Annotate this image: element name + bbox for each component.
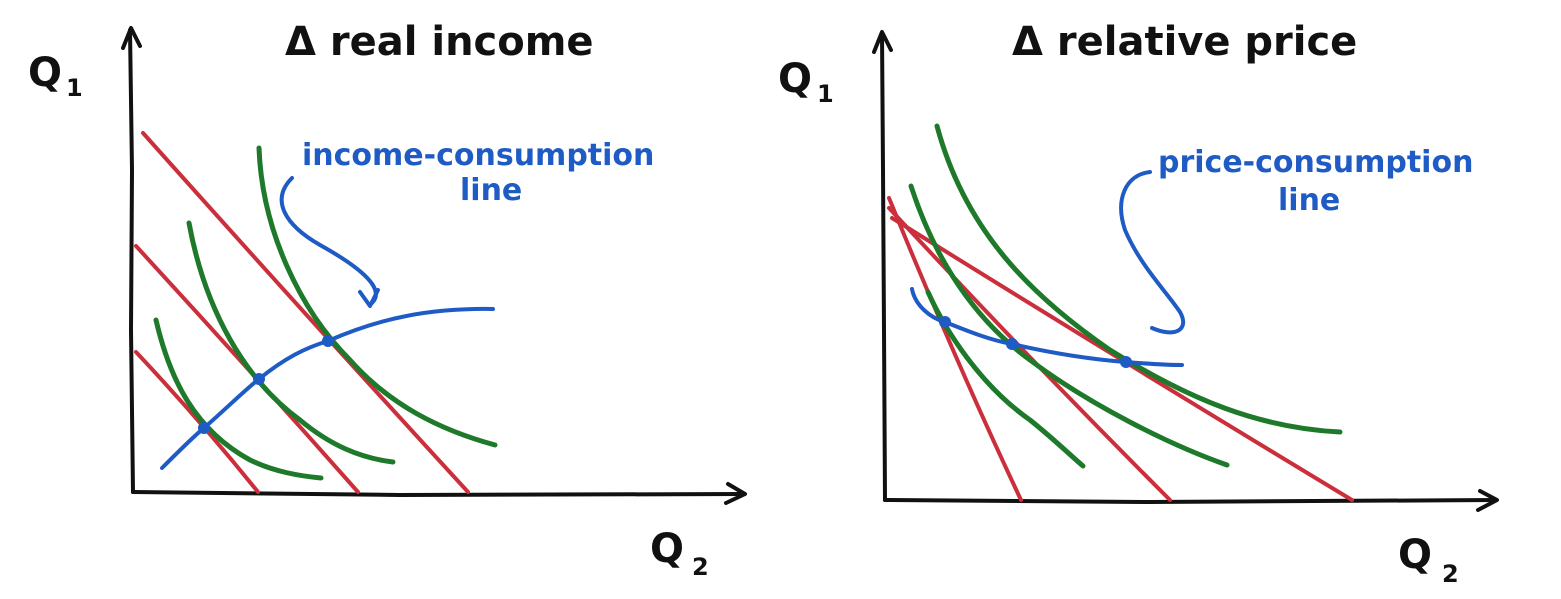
left-y-axis — [128, 28, 135, 494]
right-annotation-line2: line — [1278, 183, 1340, 218]
left-indifference-curve-1 — [153, 317, 324, 481]
left-panel: Δ real income Q 1 Q 2 income-consumption… — [28, 19, 747, 581]
right-x-axis — [883, 498, 1497, 504]
left-tangency-point-1 — [198, 422, 210, 434]
left-indifference-curve-3 — [256, 145, 498, 448]
left-x-axis — [131, 490, 745, 497]
right-indifference-curve-3 — [934, 123, 1343, 435]
right-indifference-curve-2 — [908, 183, 1230, 468]
right-tangency-point-3 — [1120, 356, 1132, 368]
right-x-axis-label: Q — [1398, 532, 1432, 578]
right-annotation-hook — [1119, 170, 1186, 335]
right-y-axis-label-subscript: 1 — [817, 80, 834, 108]
left-budget-line-1 — [134, 350, 260, 494]
right-y-axis-arrowhead — [872, 30, 893, 54]
right-y-axis-label: Q — [778, 56, 812, 102]
left-annotation-line1: income-consumption — [302, 138, 654, 173]
right-tangency-point-2 — [1006, 338, 1018, 350]
left-tangency-point-3 — [322, 335, 334, 347]
left-tangency-point-2 — [253, 373, 265, 385]
left-annotation-arrowhead — [358, 288, 380, 308]
right-panel-title: Δ relative price — [1012, 19, 1357, 65]
right-annotation-line1: price-consumption — [1158, 145, 1473, 180]
right-budget-line-1 — [887, 196, 1023, 502]
left-indifference-curve-2 — [186, 220, 396, 465]
left-y-axis-label: Q — [28, 50, 62, 96]
left-panel-title: Δ real income — [285, 19, 594, 65]
right-x-axis-label-subscript: 2 — [1442, 560, 1459, 588]
left-x-axis-label: Q — [650, 526, 684, 572]
right-x-axis-arrowhead — [1476, 489, 1499, 512]
left-y-axis-arrowhead — [121, 26, 142, 50]
right-panel: Δ relative price Q 1 Q 2 price-consumpti… — [778, 19, 1499, 588]
left-y-axis-label-subscript: 1 — [66, 74, 83, 102]
right-tangency-point-1 — [939, 316, 951, 328]
left-x-axis-label-subscript: 2 — [692, 553, 709, 581]
right-y-axis — [880, 31, 887, 502]
right-budget-line-2 — [887, 206, 1172, 502]
left-x-axis-arrowhead — [724, 482, 747, 505]
left-budget-line-3 — [141, 131, 470, 494]
left-annotation-arrow — [279, 176, 378, 305]
left-annotation-line2: line — [460, 173, 522, 208]
